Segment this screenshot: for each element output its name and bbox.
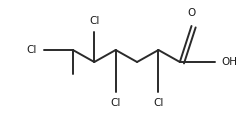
Text: Cl: Cl [89,16,99,26]
Text: O: O [187,8,196,18]
Text: Cl: Cl [27,45,37,55]
Text: Cl: Cl [110,98,121,108]
Text: Cl: Cl [153,98,164,108]
Text: OH: OH [222,57,238,67]
